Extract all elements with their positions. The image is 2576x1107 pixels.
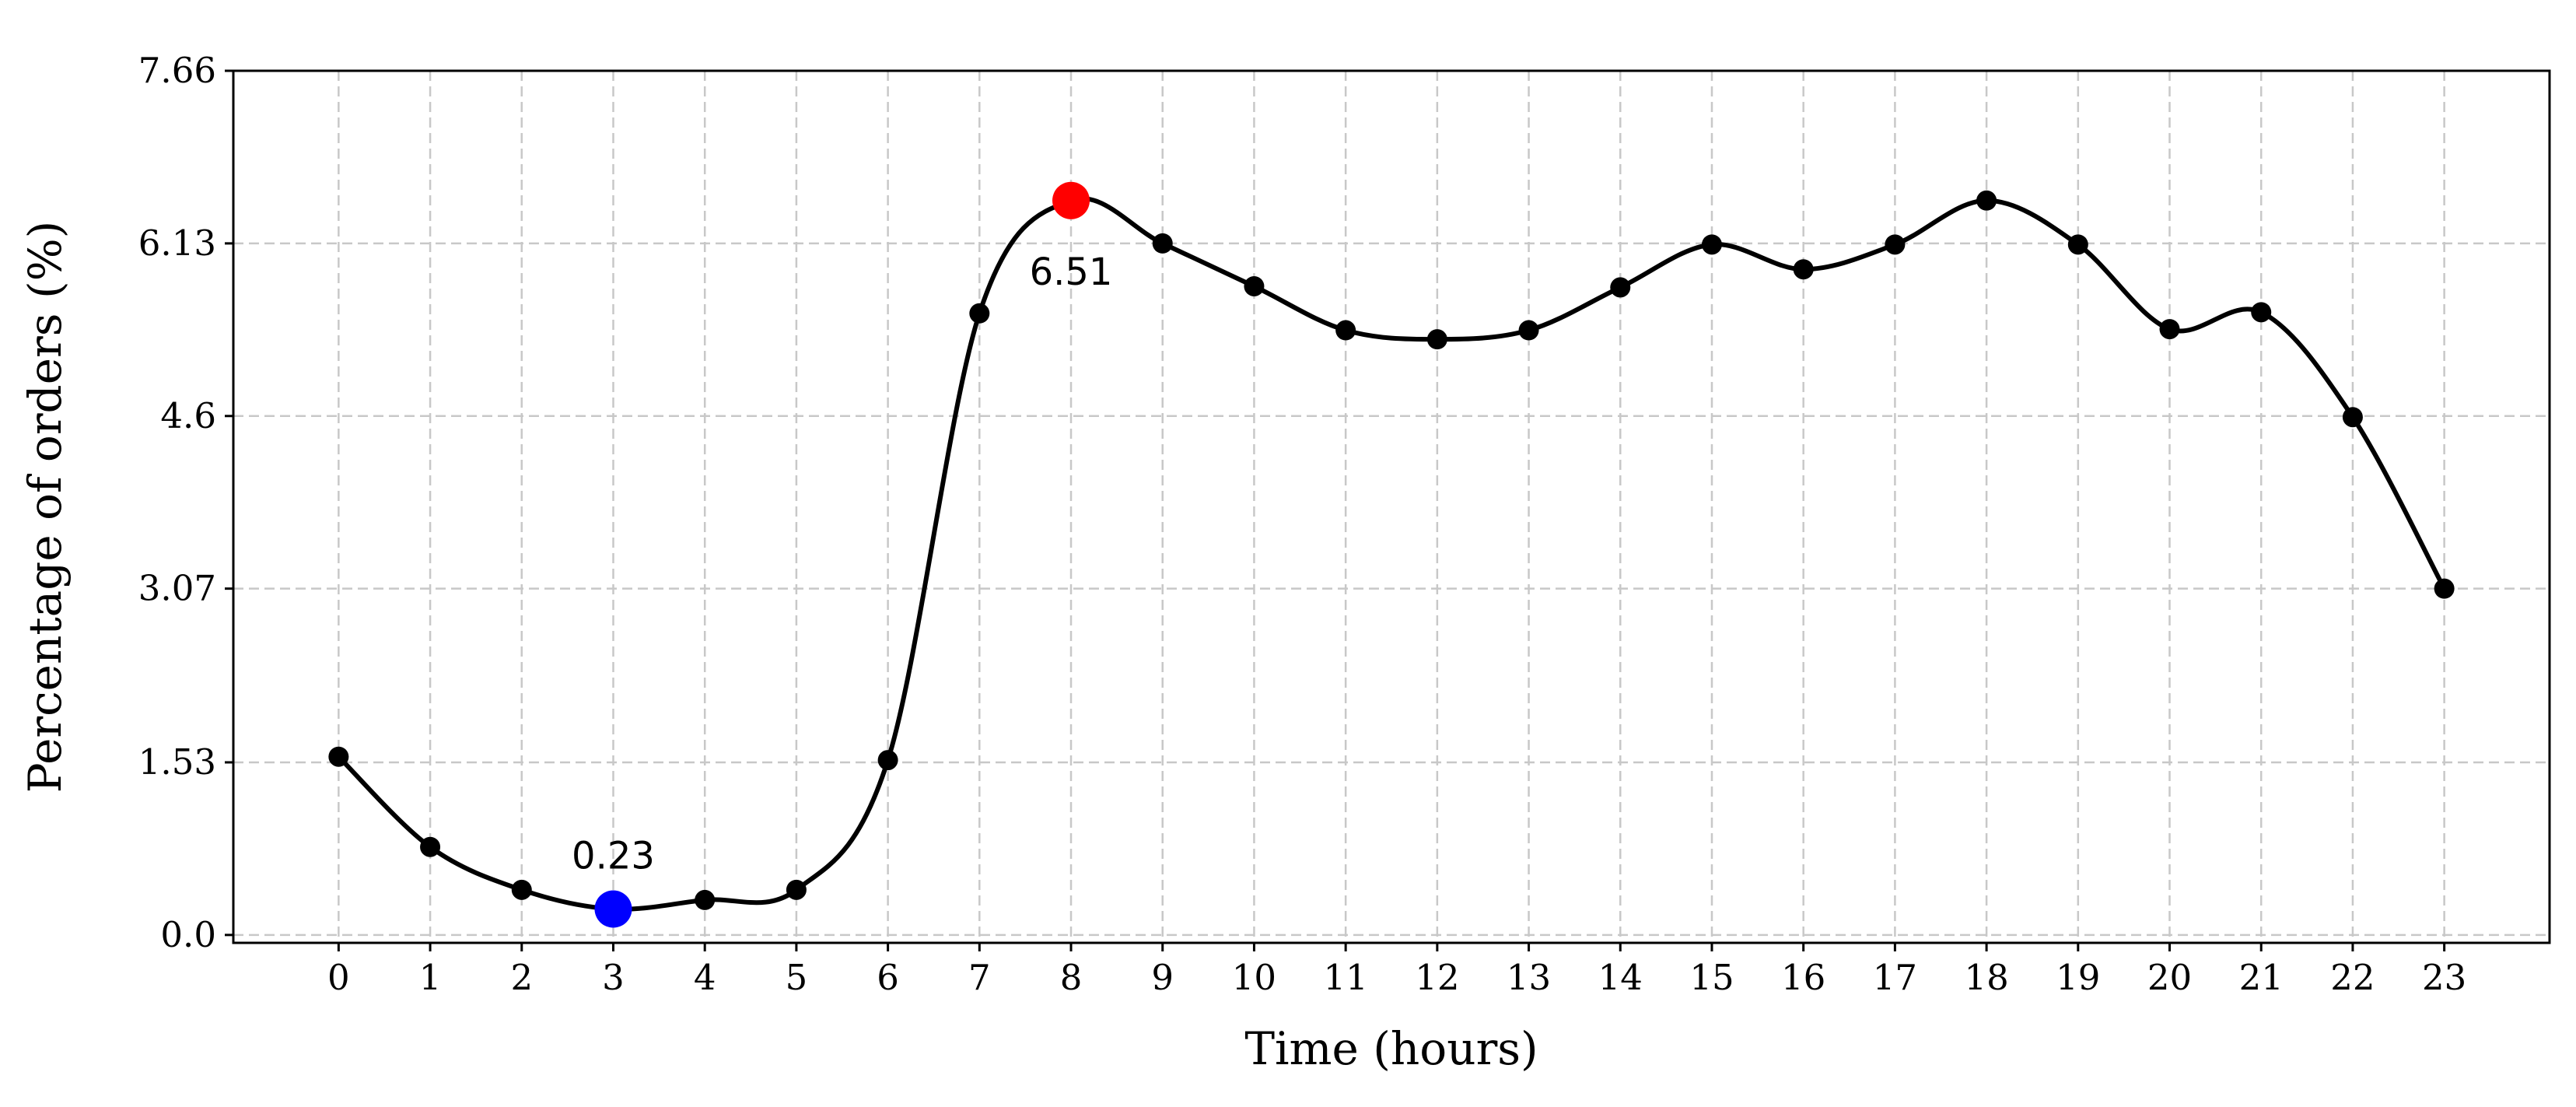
data-point xyxy=(420,836,441,857)
series-points xyxy=(328,190,2455,920)
x-tick-label: 3 xyxy=(602,957,625,998)
x-tick-label: 16 xyxy=(1781,957,1825,998)
x-axis-title: Time (hours) xyxy=(1244,1022,1538,1075)
data-point xyxy=(2067,234,2088,255)
data-point xyxy=(786,879,807,900)
data-point xyxy=(1793,259,1814,280)
data-point xyxy=(1610,277,1631,298)
highlight-label: 6.51 xyxy=(1030,250,1113,294)
x-tick-label: 4 xyxy=(694,957,716,998)
y-tick-label: 6.13 xyxy=(138,222,216,264)
x-tick-label: 6 xyxy=(877,957,899,998)
series-line-path xyxy=(337,196,2447,912)
data-point xyxy=(1244,275,1265,296)
data-point xyxy=(969,303,990,324)
x-tick-label: 1 xyxy=(419,957,442,998)
y-axis-title: Percentage of orders (%) xyxy=(19,221,72,793)
x-tick-label: 17 xyxy=(1873,957,1917,998)
x-tick-label: 21 xyxy=(2239,957,2284,998)
x-tick-label: 13 xyxy=(1507,957,1551,998)
data-point xyxy=(1976,190,1997,211)
y-tick-label: 7.66 xyxy=(138,50,216,91)
data-point xyxy=(1885,234,1906,255)
x-tick-label: 9 xyxy=(1151,957,1174,998)
x-tick-label: 19 xyxy=(2056,957,2100,998)
x-tick-label: 14 xyxy=(1598,957,1643,998)
x-tick-label: 20 xyxy=(2147,957,2192,998)
x-tick-label: 5 xyxy=(786,957,808,998)
data-point xyxy=(1426,329,1447,350)
x-tick-label: 8 xyxy=(1060,957,1083,998)
data-point xyxy=(1152,233,1173,254)
highlight-point xyxy=(594,890,632,928)
grid xyxy=(233,69,2550,943)
series-line xyxy=(337,196,2447,912)
data-point xyxy=(511,879,532,900)
data-point xyxy=(1335,320,1356,341)
data-point xyxy=(1518,320,1539,341)
x-tick-label: 15 xyxy=(1689,957,1734,998)
data-point xyxy=(1701,234,1722,255)
y-tick-label: 4.6 xyxy=(160,395,216,436)
y-tick-label: 0.0 xyxy=(160,914,216,955)
data-point xyxy=(877,750,898,771)
data-point xyxy=(2159,319,2180,340)
highlight-point xyxy=(1052,181,1090,219)
axis-ticks: 0 1 2 3 4 5 6 7 8 9 10 11 12 13 14 15 16 17 18 19 20 21 22 230.… xyxy=(138,50,2466,998)
data-point xyxy=(328,746,349,767)
data-point xyxy=(695,889,716,910)
x-tick-label: 0 xyxy=(327,957,350,998)
highlight-label: 0.23 xyxy=(572,834,655,878)
x-tick-label: 2 xyxy=(510,957,533,998)
x-tick-label: 23 xyxy=(2422,957,2466,998)
data-point xyxy=(2434,578,2455,599)
data-point xyxy=(2251,302,2272,323)
plot-frame xyxy=(232,69,2551,944)
highlight-points: 6.51 0.23 xyxy=(572,181,1113,928)
x-tick-label: 12 xyxy=(1415,957,1459,998)
x-tick-label: 18 xyxy=(1964,957,2008,998)
data-point xyxy=(2342,407,2363,428)
y-tick-label: 3.07 xyxy=(138,568,216,609)
x-tick-label: 10 xyxy=(1232,957,1276,998)
x-tick-label: 11 xyxy=(1324,957,1368,998)
x-tick-label: 7 xyxy=(968,957,991,998)
y-tick-label: 1.53 xyxy=(138,741,216,783)
x-tick-label: 22 xyxy=(2330,957,2375,998)
